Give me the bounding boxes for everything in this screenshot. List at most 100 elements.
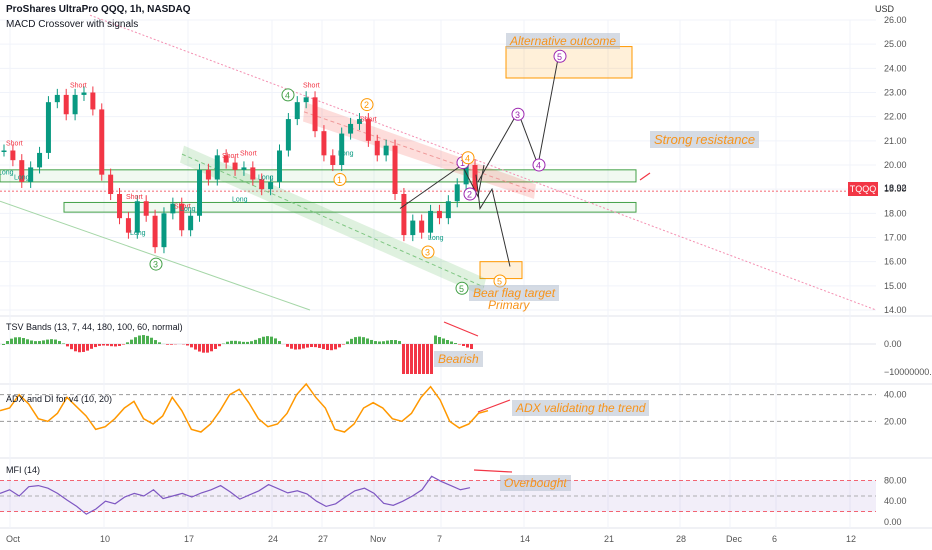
time-axis-tick: Dec [726, 534, 743, 544]
tsv-bar [46, 339, 49, 344]
tsv-bar [378, 341, 381, 344]
tsv-bar [414, 344, 417, 374]
tsv-bar [126, 342, 129, 344]
time-axis-tick: Oct [6, 534, 21, 544]
tsv-arrow [443, 321, 479, 337]
time-axis-tick: 12 [846, 534, 856, 544]
tsv-bar [366, 338, 369, 344]
tsv-bar [154, 340, 157, 344]
candle-body [81, 92, 87, 95]
support-zone [63, 201, 637, 213]
tsv-bar [138, 335, 141, 344]
tsv-bar [354, 337, 357, 344]
tsv-bar [310, 344, 313, 348]
chart-grid [0, 19, 932, 529]
tsv-bar [78, 344, 81, 353]
candle-body [365, 119, 371, 141]
time-axis-tick: 28 [676, 534, 686, 544]
tsv-bar [458, 344, 461, 345]
tsv-bar [442, 338, 445, 344]
tsv-bar [350, 338, 353, 344]
tsv-bar [62, 343, 65, 344]
mfi-panel-title[interactable]: MFI (14) [6, 465, 41, 475]
candle-body [339, 133, 345, 165]
tsv-bar [198, 344, 201, 352]
tsv-bar [50, 339, 53, 344]
note-overbought: Overbought [500, 475, 571, 491]
tsv-bar [246, 341, 249, 344]
tsv-bar [30, 340, 33, 344]
time-axis-tick: 10 [100, 534, 110, 544]
wave-marker-label: 3 [425, 248, 430, 258]
tsv-bar [74, 344, 77, 352]
time-axis-tick: 27 [318, 534, 328, 544]
indicator-title[interactable]: MACD Crossover with signals [6, 19, 139, 30]
note-bear-flag-target: Bear flag target [469, 285, 560, 301]
note-strong-resistance: Strong resistance [650, 131, 760, 148]
tsv-bar [294, 344, 297, 350]
symbol-title[interactable]: ProShares UltraPro QQQ, 1h, NASDAQ [6, 4, 191, 15]
tsv-bar [22, 338, 25, 344]
candle-body [19, 160, 25, 182]
tsv-bar [306, 344, 309, 348]
candle-body [108, 174, 114, 194]
candle-body [348, 123, 354, 134]
tsv-bar [358, 336, 361, 344]
tsv-bar [54, 339, 57, 344]
tsv-bar [202, 344, 205, 353]
tsv-bar [210, 344, 213, 352]
tsv-bar [258, 338, 261, 344]
candle-body [188, 215, 194, 231]
short-signal-label: Short [126, 194, 143, 201]
tsv-bar [114, 344, 117, 347]
tsv-bar [426, 344, 429, 374]
candle-body [445, 201, 451, 219]
tsv-bar [10, 338, 13, 344]
tsv-bar [130, 339, 133, 344]
candle-body [454, 184, 460, 202]
tsv-bar [266, 336, 269, 344]
ticker-price-tag: TQQQ [848, 182, 878, 196]
short-signal-label: Short [240, 150, 257, 157]
currency-label: USD [874, 4, 894, 14]
short-signal-label: Short [6, 141, 23, 148]
alternative-outcome-box [505, 46, 633, 79]
adx-axis-tick: 20.00 [884, 416, 907, 426]
tsv-bar [446, 340, 449, 344]
wave-marker-label: 4 [465, 153, 470, 163]
tsv-bar [86, 344, 89, 351]
y-axis-ticks: 26.00 25.00 24.00 23.00 22.00 21.00 20.00 19.00… [884, 15, 932, 527]
tsv-bar [242, 341, 245, 344]
tsv-bar [206, 344, 209, 353]
tsv-panel-title[interactable]: TSV Bands (13, 7, 44, 180, 100, 60, norm… [6, 322, 183, 332]
candle-body [125, 218, 131, 233]
price-axis-tick: 20.00 [884, 160, 907, 170]
tsv-bar [98, 344, 101, 346]
tsv-bar [150, 337, 153, 344]
tsv-bar [374, 341, 377, 344]
candle-body [134, 201, 140, 233]
adx-panel-title[interactable]: ADX and DI for v4 (10, 20) [6, 394, 113, 404]
tsv-bar [270, 336, 273, 344]
tsv-bar [194, 344, 197, 350]
tsv-bar [386, 340, 389, 344]
long-signal-label: Long [428, 235, 444, 242]
tsv-bar [450, 341, 453, 344]
candle-body [90, 92, 96, 110]
candle-body [28, 167, 34, 182]
tsv-bar [146, 335, 149, 344]
candle-body [463, 165, 469, 185]
tsv-bar [314, 344, 317, 348]
tsv-bar [118, 344, 121, 346]
long-signal-label: Long [0, 170, 14, 177]
primary-wave-path [475, 174, 511, 267]
red-channel-mid [303, 111, 536, 193]
tsv-axis-tick: 0.00 [884, 339, 902, 349]
wave-marker-label: 3 [153, 260, 158, 270]
wave-marker-circle [461, 151, 475, 165]
wave-marker-label: 5 [497, 277, 502, 287]
time-axis-tick: 6 [772, 534, 777, 544]
price-axis-tick: 19.00 [884, 184, 907, 194]
tsv-bar [18, 337, 21, 344]
